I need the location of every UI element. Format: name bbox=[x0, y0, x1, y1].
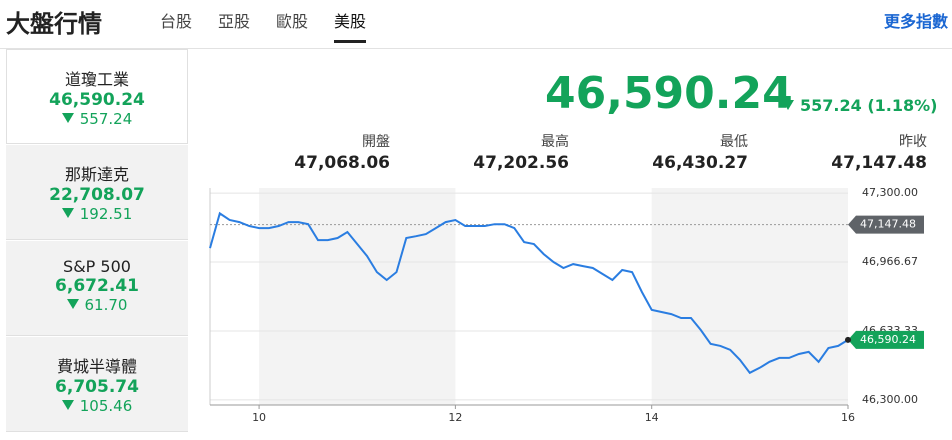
x-tick-label: 14 bbox=[645, 411, 659, 424]
change-value: 557.24 bbox=[79, 110, 133, 128]
stat-value: 47,068.06 bbox=[294, 153, 390, 173]
tab[interactable]: 台股 bbox=[160, 12, 193, 31]
stat-label: 最高 bbox=[541, 134, 569, 150]
session-band bbox=[651, 188, 848, 405]
tab[interactable]: 美股 bbox=[334, 8, 367, 43]
index-change: 61.70 bbox=[6, 296, 188, 314]
price-line bbox=[209, 211, 849, 375]
stat: 最高 47,202.56 bbox=[419, 131, 569, 173]
more-link[interactable]: 更多指數 bbox=[883, 12, 948, 31]
stat: 最低 46,430.27 bbox=[598, 131, 748, 173]
tab[interactable]: 亞股 bbox=[218, 12, 251, 31]
tab-bar: 台股 亞股 歐股 美股 bbox=[160, 8, 367, 43]
x-tick-label: 12 bbox=[448, 411, 462, 424]
y-tick-label: 46,300.00 bbox=[862, 393, 918, 406]
change-text: 557.24 (1.18%) bbox=[800, 96, 938, 115]
change-value: 192.51 bbox=[79, 205, 133, 223]
prev-close-tag-bg bbox=[848, 215, 924, 234]
index-card[interactable]: 道瓊工業 46,590.24 557.24 bbox=[6, 49, 188, 144]
stat-label: 最低 bbox=[720, 134, 748, 150]
index-price: 22,708.07 bbox=[49, 185, 145, 205]
x-tick-label: 10 bbox=[252, 411, 266, 424]
index-name: 道瓊工業 bbox=[64, 70, 129, 89]
stat: 昨收 47,147.48 bbox=[777, 131, 927, 173]
stat-value: 47,147.48 bbox=[831, 153, 927, 173]
index-change: 192.51 bbox=[6, 205, 188, 223]
page-title: 大盤行情 bbox=[6, 10, 102, 38]
index-change: 105.46 bbox=[6, 397, 188, 415]
down-arrow bbox=[61, 113, 74, 123]
index-name: 費城半導體 bbox=[56, 357, 137, 376]
last-point bbox=[845, 336, 851, 343]
y-tick-label: 47,300.00 bbox=[862, 186, 918, 199]
down-arrow bbox=[61, 400, 74, 410]
index-name: S&P 500 bbox=[63, 257, 131, 276]
change-value: 61.70 bbox=[84, 296, 128, 314]
prev-close-tag-label: 47,147.48 bbox=[860, 218, 916, 231]
index-card[interactable]: 費城半導體 6,705.74 105.46 bbox=[6, 337, 188, 432]
stat-label: 開盤 bbox=[362, 134, 390, 150]
stat: 開盤 47,068.06 bbox=[240, 131, 390, 173]
index-name: 那斯達克 bbox=[64, 165, 129, 184]
index-price: 6,705.74 bbox=[55, 377, 139, 397]
change-value: 105.46 bbox=[79, 397, 133, 415]
last-price-tag-bg bbox=[848, 330, 924, 349]
last-price-tag-label: 46,590.24 bbox=[860, 333, 916, 346]
session-band bbox=[259, 188, 456, 405]
down-arrow bbox=[66, 299, 79, 309]
price-change: 557.24 (1.18%) bbox=[782, 96, 937, 115]
x-tick-label: 16 bbox=[841, 411, 855, 424]
tab[interactable]: 歐股 bbox=[276, 12, 309, 31]
divider bbox=[0, 48, 952, 49]
index-card[interactable]: S&P 500 6,672.41 61.70 bbox=[6, 241, 188, 336]
stat-label: 昨收 bbox=[899, 134, 927, 150]
down-arrow bbox=[782, 100, 794, 110]
index-card[interactable]: 那斯達克 22,708.07 192.51 bbox=[6, 145, 188, 240]
current-price: 46,590.24 bbox=[545, 68, 793, 119]
stat-value: 47,202.56 bbox=[473, 153, 569, 173]
down-arrow bbox=[61, 208, 74, 218]
index-price: 6,672.41 bbox=[55, 276, 139, 296]
y-tick-label: 46,966.67 bbox=[862, 255, 918, 268]
index-change: 557.24 bbox=[7, 110, 187, 128]
index-price: 46,590.24 bbox=[49, 90, 145, 110]
stat-value: 46,430.27 bbox=[652, 153, 748, 173]
